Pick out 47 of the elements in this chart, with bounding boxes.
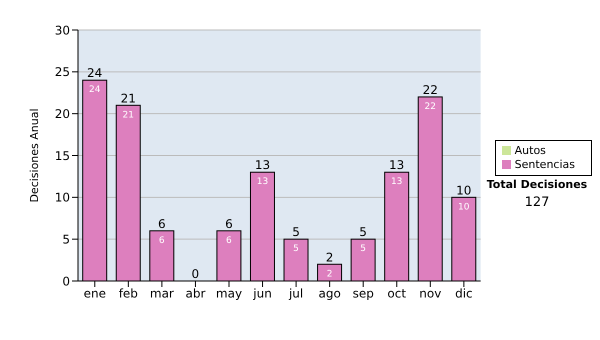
- total-label: 6: [225, 216, 233, 231]
- x-tick-label: nov: [419, 286, 442, 301]
- x-tick-label: ago: [318, 286, 341, 301]
- total-label: 5: [359, 225, 367, 240]
- y-tick-label: 15: [54, 148, 70, 163]
- x-tick-label: jun: [252, 286, 272, 301]
- data-label: 2: [326, 269, 332, 280]
- total-label: 22: [422, 82, 438, 97]
- data-label: 13: [256, 177, 268, 188]
- y-tick-label: 10: [54, 190, 70, 205]
- total-label: 5: [292, 225, 300, 240]
- data-label: 21: [122, 110, 134, 120]
- data-label: 5: [360, 244, 366, 254]
- text: Total Decisiones: [486, 178, 588, 191]
- x-tick-label: oct: [387, 286, 406, 301]
- data-label: 5: [293, 244, 299, 254]
- total-label: 0: [192, 267, 200, 281]
- x-tick-label: mar: [150, 286, 174, 301]
- data-label: 6: [158, 236, 165, 246]
- x-tick-label: sep: [352, 286, 374, 301]
- x-tick-label: jul: [288, 286, 304, 301]
- y-tick-label: 20: [54, 106, 70, 121]
- y-tick-label: 5: [62, 232, 70, 246]
- total-label: 13: [254, 158, 270, 172]
- x-tick-label: feb: [118, 286, 138, 301]
- legend-label: Autos: [514, 144, 546, 157]
- total-label: 6: [158, 216, 166, 231]
- total-label: 13: [389, 158, 404, 172]
- text: 127: [524, 195, 550, 210]
- legend-label: Sentencias: [514, 158, 575, 171]
- x-tick-label: abr: [185, 286, 206, 301]
- data-label: 24: [88, 85, 101, 96]
- total-label: 2: [326, 250, 334, 264]
- total-label: 10: [456, 183, 472, 198]
- y-tick-label: 30: [54, 23, 70, 38]
- total-label: 24: [87, 66, 102, 80]
- data-label: 13: [390, 177, 402, 188]
- x-tick-label: may: [216, 286, 242, 301]
- data-label: 6: [226, 236, 232, 246]
- x-tick-label: dic: [455, 286, 473, 301]
- data-label: 22: [424, 102, 436, 112]
- y-tick-label: 0: [62, 274, 70, 288]
- data-label: 10: [458, 202, 470, 212]
- y-tick-label: 25: [54, 65, 70, 80]
- y-axis-title: Decisiones Anual: [28, 108, 41, 203]
- x-tick-label: ene: [84, 286, 106, 301]
- total-label: 21: [120, 91, 136, 106]
